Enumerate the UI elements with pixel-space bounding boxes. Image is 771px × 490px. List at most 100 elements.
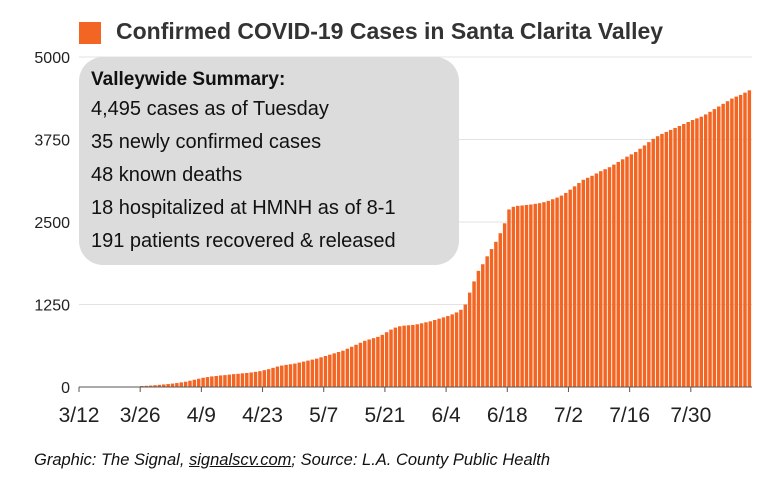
- bar: [546, 200, 551, 387]
- bar: [319, 357, 323, 387]
- bar: [266, 369, 271, 387]
- bar: [424, 322, 428, 387]
- bar: [415, 324, 419, 387]
- y-tick-label: 0: [61, 380, 70, 397]
- bar: [411, 324, 415, 387]
- bar: [542, 202, 546, 387]
- bar: [371, 338, 376, 387]
- bar: [533, 203, 537, 387]
- bar: [341, 350, 345, 387]
- summary-new-cases: 35 newly confirmed cases: [91, 131, 322, 153]
- bar: [363, 340, 367, 387]
- bar: [201, 377, 205, 387]
- bar: [555, 197, 559, 387]
- bar: [738, 94, 743, 387]
- bar: [428, 321, 433, 387]
- bar: [210, 376, 214, 387]
- bar: [603, 169, 607, 387]
- bar: [594, 173, 599, 387]
- summary-title: Valleywide Summary:: [91, 69, 286, 90]
- bar: [384, 332, 389, 387]
- bar: [638, 148, 642, 387]
- summary-recovered: 191 patients recovered & released: [91, 230, 396, 252]
- bar: [236, 373, 240, 387]
- x-tick-label: 6/4: [431, 404, 461, 427]
- bar: [336, 352, 341, 387]
- bar: [647, 142, 651, 387]
- y-tick-label: 2500: [34, 215, 70, 232]
- bar: [463, 304, 468, 387]
- bar: [419, 323, 424, 387]
- bar: [249, 372, 253, 387]
- x-tick-label: 5/21: [364, 404, 405, 427]
- bar: [747, 90, 752, 387]
- x-tick-label: 3/12: [59, 404, 100, 427]
- bar: [192, 379, 197, 387]
- x-tick-label: 4/23: [242, 404, 283, 427]
- bar: [572, 186, 577, 387]
- bar: [166, 384, 170, 387]
- bar: [323, 355, 328, 387]
- bar: [231, 374, 236, 387]
- bar: [516, 205, 520, 387]
- bar: [559, 195, 564, 387]
- bar: [599, 171, 603, 387]
- bar: [459, 309, 463, 387]
- bar: [498, 233, 503, 387]
- bar: [577, 183, 581, 387]
- bar: [301, 361, 306, 387]
- bar: [262, 370, 267, 387]
- bar: [398, 326, 402, 387]
- bar: [144, 385, 149, 387]
- bar: [730, 98, 734, 387]
- bar: [406, 325, 411, 387]
- bar: [590, 175, 594, 387]
- bar: [258, 371, 262, 387]
- summary-panel: Valleywide Summary: 4,495 cases as of Tu…: [79, 57, 459, 265]
- bar: [148, 385, 153, 387]
- bar: [550, 199, 555, 387]
- bar: [441, 317, 446, 387]
- summary-hospitalized: 18 hospitalized at HMNH as of 8-1: [91, 197, 396, 219]
- bar: [620, 159, 625, 387]
- bar: [367, 339, 371, 387]
- bar: [354, 344, 358, 387]
- bar: [467, 292, 472, 387]
- x-tick-label: 6/18: [487, 404, 528, 427]
- bar: [511, 206, 516, 387]
- x-tick-label: 7/30: [670, 404, 711, 427]
- x-tick-label: 5/7: [309, 404, 338, 427]
- bar: [332, 353, 336, 387]
- chart-title: Confirmed COVID-19 Cases in Santa Clarit…: [116, 18, 664, 44]
- x-tick-label: 7/16: [609, 404, 650, 427]
- bar: [284, 364, 288, 387]
- bar: [446, 316, 450, 387]
- bar: [153, 385, 157, 387]
- bar: [297, 362, 301, 387]
- bar: [677, 125, 682, 387]
- bar: [170, 383, 175, 387]
- bar: [432, 320, 437, 387]
- bar: [494, 241, 498, 387]
- bar: [529, 204, 533, 387]
- bar: [280, 365, 284, 387]
- bar: [660, 133, 664, 387]
- bar: [450, 314, 454, 387]
- bar: [472, 281, 476, 387]
- bar: [673, 127, 677, 387]
- bar: [358, 342, 363, 387]
- bar: [227, 374, 232, 387]
- bar: [568, 189, 572, 387]
- bar: [345, 348, 350, 387]
- footer-site-link[interactable]: signalscv.com: [189, 451, 292, 469]
- bar: [175, 383, 179, 387]
- bar: [712, 109, 717, 387]
- summary-deaths: 48 known deaths: [91, 164, 243, 186]
- bar-series: [140, 90, 752, 388]
- bar: [476, 270, 481, 387]
- bar: [537, 203, 542, 387]
- bar: [502, 223, 507, 387]
- bar: [179, 382, 183, 387]
- bar: [205, 377, 210, 387]
